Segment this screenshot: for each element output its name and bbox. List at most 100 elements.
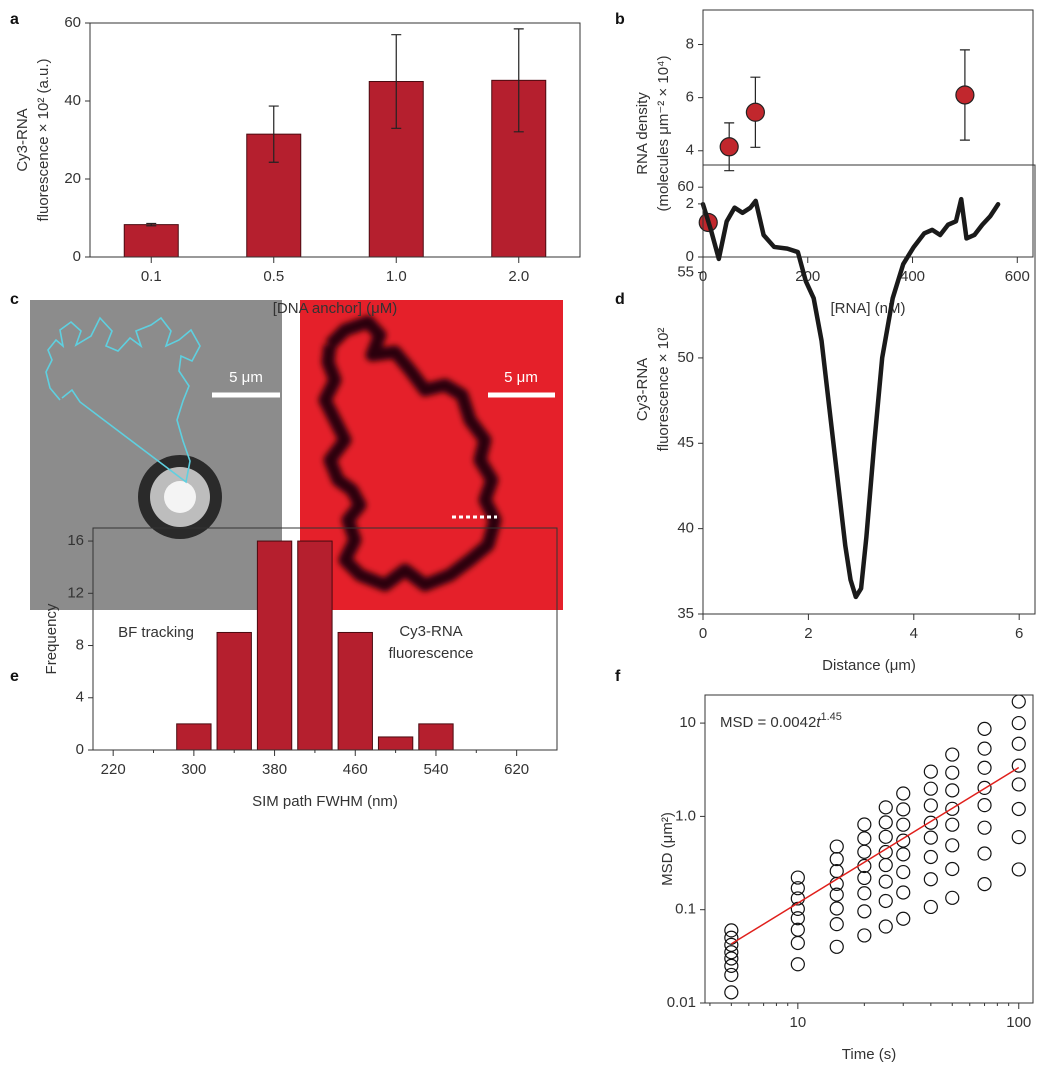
y-tick-label: 40 — [677, 520, 694, 537]
x-axis-label: SIM path FWHM (nm) — [252, 793, 398, 810]
point — [746, 103, 764, 121]
msd-point — [978, 722, 991, 735]
image-caption: BF tracking — [118, 624, 194, 641]
y-axis-label: MSD (μm²) — [659, 812, 676, 886]
histogram-bar — [419, 724, 453, 750]
x-tick-label: 6 — [1015, 625, 1023, 642]
fit-line — [731, 768, 1018, 944]
y-tick-label: 12 — [67, 584, 84, 601]
x-tick-label: 2 — [804, 625, 812, 642]
msd-point — [1012, 803, 1025, 816]
msd-point — [1012, 737, 1025, 750]
msd-point — [897, 787, 910, 800]
y-tick-label: 8 — [76, 636, 84, 653]
plot-frame — [703, 10, 1033, 257]
msd-point — [946, 784, 959, 797]
y-tick-label: 8 — [686, 35, 694, 52]
y-axis-label: RNA density — [634, 92, 651, 175]
msd-point — [725, 986, 738, 999]
y-tick-label: 0.01 — [667, 994, 696, 1011]
msd-point — [858, 818, 871, 831]
msd-point — [879, 816, 892, 829]
msd-point — [858, 887, 871, 900]
x-tick-label: 100 — [1006, 1014, 1031, 1031]
msd-point — [791, 902, 804, 915]
point — [720, 138, 738, 156]
x-tick-label: 4 — [910, 625, 918, 642]
plot-frame — [705, 695, 1033, 1003]
msd-point — [978, 761, 991, 774]
msd-point — [830, 940, 843, 953]
msd-point — [879, 830, 892, 843]
x-tick-label: 0.1 — [141, 268, 162, 285]
msd-point — [725, 959, 738, 972]
panel-label: d — [615, 291, 625, 308]
msd-point — [924, 900, 937, 913]
y-tick-label: 4 — [686, 142, 694, 159]
msd-point — [946, 891, 959, 904]
msd-point — [924, 831, 937, 844]
y-axis-label: fluorescence × 10² — [655, 328, 672, 452]
bf-image — [30, 300, 282, 610]
image-caption: fluorescence — [388, 645, 473, 662]
profile-line — [703, 199, 998, 597]
msd-point — [791, 936, 804, 949]
msd-point — [830, 918, 843, 931]
msd-point — [924, 765, 937, 778]
panel-label: c — [10, 291, 19, 308]
msd-point — [978, 799, 991, 812]
scale-bar-label: 5 μm — [504, 369, 538, 386]
msd-point — [978, 742, 991, 755]
histogram-bar — [257, 541, 291, 750]
msd-point — [924, 873, 937, 886]
msd-point — [1012, 831, 1025, 844]
x-tick-label: 300 — [181, 761, 206, 778]
x-tick-label: 600 — [1005, 268, 1030, 285]
figure: c 5 μm 5 μm BF tracking Cy3-RNA fluoresc… — [0, 0, 1045, 1066]
msd-point — [946, 766, 959, 779]
y-tick-label: 16 — [67, 532, 84, 549]
msd-point — [879, 894, 892, 907]
msd-point — [858, 871, 871, 884]
x-tick-label: 380 — [262, 761, 287, 778]
y-tick-label: 0 — [686, 248, 694, 265]
msd-point — [1012, 778, 1025, 791]
y-tick-label: 50 — [677, 349, 694, 366]
msd-point — [946, 748, 959, 761]
x-tick-label: 620 — [504, 761, 529, 778]
y-axis-label: Frequency — [43, 603, 60, 674]
msd-point — [1012, 717, 1025, 730]
histogram-bar — [217, 632, 251, 750]
y-tick-label: 2 — [686, 195, 694, 212]
scale-bar-label: 5 μm — [229, 369, 263, 386]
msd-point — [946, 818, 959, 831]
image-caption: Cy3-RNA — [399, 623, 462, 640]
y-tick-label: 1.0 — [675, 807, 696, 824]
point — [956, 86, 974, 104]
msd-point — [897, 912, 910, 925]
msd-point — [897, 818, 910, 831]
x-tick-label: 540 — [423, 761, 448, 778]
msd-point — [1012, 695, 1025, 708]
annotation: MSD = 0.0042t1.45 — [720, 711, 842, 731]
y-axis-label: Cy3-RNA — [634, 358, 651, 421]
x-tick-label: 400 — [900, 268, 925, 285]
y-tick-label: 0.1 — [675, 901, 696, 918]
x-axis-label: Time (s) — [842, 1046, 896, 1063]
histogram-bar — [378, 737, 412, 750]
y-axis-label: fluorescence × 10² (a.u.) — [35, 58, 52, 221]
msd-point — [924, 851, 937, 864]
msd-point — [897, 866, 910, 879]
x-tick-label: 1.0 — [386, 268, 407, 285]
annotation-exponent: 1.45 — [820, 711, 841, 723]
msd-point — [879, 920, 892, 933]
msd-point — [830, 902, 843, 915]
y-axis-label: (molecules μm⁻² × 10⁴) — [655, 56, 672, 212]
y-tick-label: 55 — [677, 264, 694, 281]
bead-center — [164, 481, 196, 513]
msd-point — [897, 886, 910, 899]
y-tick-label: 40 — [64, 92, 81, 109]
msd-point — [946, 839, 959, 852]
msd-point — [924, 782, 937, 795]
y-tick-label: 0 — [76, 741, 84, 758]
